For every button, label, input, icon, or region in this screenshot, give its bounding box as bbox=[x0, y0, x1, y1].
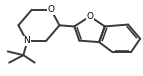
Text: O: O bbox=[86, 12, 93, 21]
Text: N: N bbox=[23, 36, 30, 45]
Text: O: O bbox=[47, 5, 54, 14]
